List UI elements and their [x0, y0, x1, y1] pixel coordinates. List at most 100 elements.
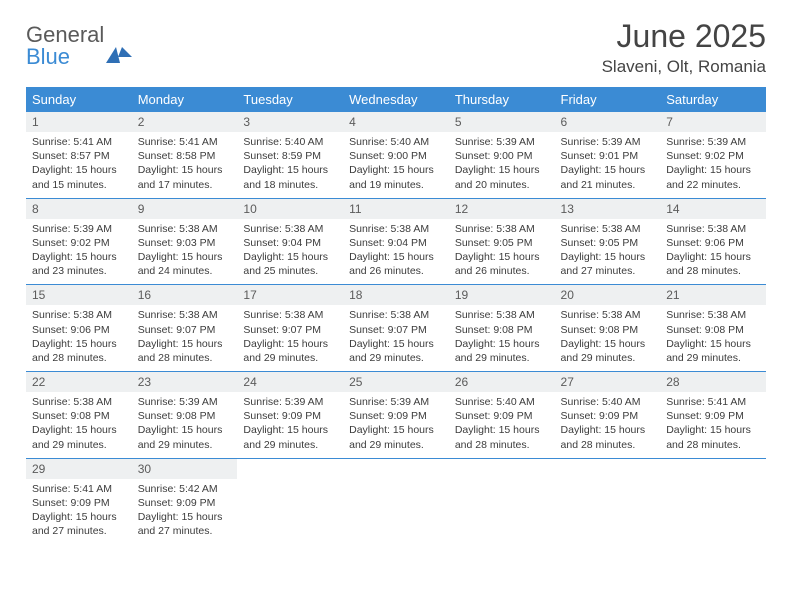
day-details: Sunrise: 5:38 AMSunset: 9:05 PMDaylight:…	[555, 219, 661, 285]
day-number: 17	[237, 285, 343, 305]
sunrise-line: Sunrise: 5:38 AM	[138, 308, 232, 322]
day-details: Sunrise: 5:38 AMSunset: 9:08 PMDaylight:…	[660, 305, 766, 371]
sunrise-line: Sunrise: 5:41 AM	[138, 135, 232, 149]
sunset-line: Sunset: 9:04 PM	[349, 236, 443, 250]
day-details: Sunrise: 5:41 AMSunset: 8:57 PMDaylight:…	[26, 132, 132, 198]
sunset-line: Sunset: 9:08 PM	[666, 323, 760, 337]
sunset-line: Sunset: 9:05 PM	[561, 236, 655, 250]
day-details: Sunrise: 5:38 AMSunset: 9:08 PMDaylight:…	[449, 305, 555, 371]
calendar-cell: 17Sunrise: 5:38 AMSunset: 9:07 PMDayligh…	[237, 285, 343, 372]
calendar-cell	[660, 458, 766, 544]
title-block: June 2025 Slaveni, Olt, Romania	[602, 18, 766, 77]
day-number: 6	[555, 112, 661, 132]
day-details: Sunrise: 5:38 AMSunset: 9:05 PMDaylight:…	[449, 219, 555, 285]
day-number: 23	[132, 372, 238, 392]
sunrise-line: Sunrise: 5:38 AM	[32, 308, 126, 322]
day-details: Sunrise: 5:39 AMSunset: 9:09 PMDaylight:…	[343, 392, 449, 458]
sunrise-line: Sunrise: 5:38 AM	[666, 222, 760, 236]
day-number: 8	[26, 199, 132, 219]
sunset-line: Sunset: 9:05 PM	[455, 236, 549, 250]
sunset-line: Sunset: 9:09 PM	[138, 496, 232, 510]
sunrise-line: Sunrise: 5:40 AM	[561, 395, 655, 409]
sunset-line: Sunset: 8:58 PM	[138, 149, 232, 163]
sunrise-line: Sunrise: 5:41 AM	[32, 135, 126, 149]
daylight-line: Daylight: 15 hours and 28 minutes.	[666, 250, 760, 278]
day-details: Sunrise: 5:39 AMSunset: 9:01 PMDaylight:…	[555, 132, 661, 198]
daylight-line: Daylight: 15 hours and 29 minutes.	[243, 337, 337, 365]
calendar-cell: 30Sunrise: 5:42 AMSunset: 9:09 PMDayligh…	[132, 458, 238, 544]
sunrise-line: Sunrise: 5:38 AM	[349, 222, 443, 236]
day-number: 14	[660, 199, 766, 219]
day-details: Sunrise: 5:38 AMSunset: 9:07 PMDaylight:…	[237, 305, 343, 371]
day-number: 24	[237, 372, 343, 392]
day-details: Sunrise: 5:40 AMSunset: 9:09 PMDaylight:…	[555, 392, 661, 458]
calendar-cell	[343, 458, 449, 544]
sunset-line: Sunset: 9:08 PM	[455, 323, 549, 337]
daylight-line: Daylight: 15 hours and 26 minutes.	[349, 250, 443, 278]
day-details: Sunrise: 5:40 AMSunset: 9:00 PMDaylight:…	[343, 132, 449, 198]
calendar-cell: 12Sunrise: 5:38 AMSunset: 9:05 PMDayligh…	[449, 198, 555, 285]
day-number: 30	[132, 459, 238, 479]
sunrise-line: Sunrise: 5:39 AM	[455, 135, 549, 149]
day-number: 26	[449, 372, 555, 392]
calendar-cell: 25Sunrise: 5:39 AMSunset: 9:09 PMDayligh…	[343, 372, 449, 459]
day-details: Sunrise: 5:38 AMSunset: 9:07 PMDaylight:…	[132, 305, 238, 371]
calendar-cell: 23Sunrise: 5:39 AMSunset: 9:08 PMDayligh…	[132, 372, 238, 459]
day-number: 25	[343, 372, 449, 392]
calendar-row: 15Sunrise: 5:38 AMSunset: 9:06 PMDayligh…	[26, 285, 766, 372]
sunrise-line: Sunrise: 5:38 AM	[455, 308, 549, 322]
day-details: Sunrise: 5:38 AMSunset: 9:08 PMDaylight:…	[26, 392, 132, 458]
sunset-line: Sunset: 9:09 PM	[243, 409, 337, 423]
weekday-header: Monday	[132, 87, 238, 112]
day-details: Sunrise: 5:38 AMSunset: 9:07 PMDaylight:…	[343, 305, 449, 371]
day-number: 20	[555, 285, 661, 305]
day-details: Sunrise: 5:38 AMSunset: 9:06 PMDaylight:…	[26, 305, 132, 371]
day-details: Sunrise: 5:39 AMSunset: 9:08 PMDaylight:…	[132, 392, 238, 458]
daylight-line: Daylight: 15 hours and 29 minutes.	[455, 337, 549, 365]
day-number: 1	[26, 112, 132, 132]
sunrise-line: Sunrise: 5:38 AM	[455, 222, 549, 236]
sunrise-line: Sunrise: 5:39 AM	[32, 222, 126, 236]
sunrise-line: Sunrise: 5:41 AM	[666, 395, 760, 409]
sunset-line: Sunset: 9:08 PM	[138, 409, 232, 423]
day-number: 19	[449, 285, 555, 305]
sunrise-line: Sunrise: 5:38 AM	[32, 395, 126, 409]
day-number: 3	[237, 112, 343, 132]
day-details: Sunrise: 5:40 AMSunset: 8:59 PMDaylight:…	[237, 132, 343, 198]
sunrise-line: Sunrise: 5:39 AM	[561, 135, 655, 149]
sunset-line: Sunset: 9:09 PM	[32, 496, 126, 510]
sunset-line: Sunset: 9:09 PM	[349, 409, 443, 423]
calendar-cell: 7Sunrise: 5:39 AMSunset: 9:02 PMDaylight…	[660, 112, 766, 198]
calendar-cell	[555, 458, 661, 544]
sunset-line: Sunset: 8:57 PM	[32, 149, 126, 163]
calendar-cell: 15Sunrise: 5:38 AMSunset: 9:06 PMDayligh…	[26, 285, 132, 372]
sunset-line: Sunset: 9:06 PM	[32, 323, 126, 337]
calendar-table: Sunday Monday Tuesday Wednesday Thursday…	[26, 87, 766, 544]
calendar-cell: 9Sunrise: 5:38 AMSunset: 9:03 PMDaylight…	[132, 198, 238, 285]
daylight-line: Daylight: 15 hours and 29 minutes.	[349, 423, 443, 451]
weekday-header: Wednesday	[343, 87, 449, 112]
daylight-line: Daylight: 15 hours and 29 minutes.	[32, 423, 126, 451]
sunrise-line: Sunrise: 5:38 AM	[561, 222, 655, 236]
sunrise-line: Sunrise: 5:38 AM	[243, 222, 337, 236]
calendar-cell: 14Sunrise: 5:38 AMSunset: 9:06 PMDayligh…	[660, 198, 766, 285]
day-number: 21	[660, 285, 766, 305]
daylight-line: Daylight: 15 hours and 20 minutes.	[455, 163, 549, 191]
sunrise-line: Sunrise: 5:38 AM	[666, 308, 760, 322]
daylight-line: Daylight: 15 hours and 17 minutes.	[138, 163, 232, 191]
daylight-line: Daylight: 15 hours and 29 minutes.	[243, 423, 337, 451]
daylight-line: Daylight: 15 hours and 27 minutes.	[561, 250, 655, 278]
calendar-cell: 2Sunrise: 5:41 AMSunset: 8:58 PMDaylight…	[132, 112, 238, 198]
daylight-line: Daylight: 15 hours and 21 minutes.	[561, 163, 655, 191]
daylight-line: Daylight: 15 hours and 27 minutes.	[32, 510, 126, 538]
calendar-cell: 28Sunrise: 5:41 AMSunset: 9:09 PMDayligh…	[660, 372, 766, 459]
weekday-header: Thursday	[449, 87, 555, 112]
day-number: 4	[343, 112, 449, 132]
daylight-line: Daylight: 15 hours and 29 minutes.	[666, 337, 760, 365]
daylight-line: Daylight: 15 hours and 22 minutes.	[666, 163, 760, 191]
daylight-line: Daylight: 15 hours and 24 minutes.	[138, 250, 232, 278]
sunrise-line: Sunrise: 5:39 AM	[666, 135, 760, 149]
day-number: 18	[343, 285, 449, 305]
sunrise-line: Sunrise: 5:38 AM	[561, 308, 655, 322]
daylight-line: Daylight: 15 hours and 15 minutes.	[32, 163, 126, 191]
